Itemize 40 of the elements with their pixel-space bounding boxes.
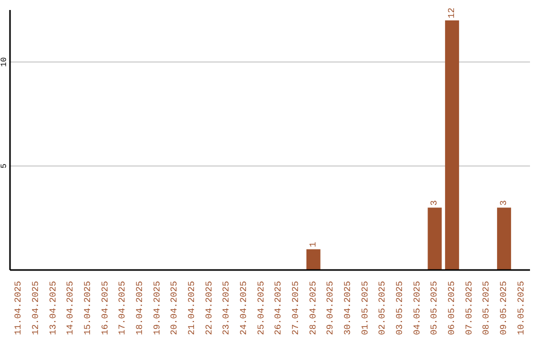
y-tick-label: 5 — [0, 163, 9, 168]
data-label: 12 — [447, 8, 458, 18]
x-tick-label: 07.05.2025 — [464, 281, 474, 336]
x-tick-label: 18.04.2025 — [135, 281, 145, 336]
x-tick-label: 24.04.2025 — [239, 281, 249, 336]
data-label: 3 — [430, 200, 440, 206]
bar — [445, 20, 460, 270]
x-tick-label: 06.05.2025 — [447, 281, 457, 336]
x-tick-label: 30.04.2025 — [343, 281, 353, 336]
y-tick-label: 10 — [0, 57, 9, 67]
x-tick-label: 17.04.2025 — [118, 281, 128, 336]
x-tick-label: 15.04.2025 — [83, 281, 93, 336]
x-tick-label: 12.04.2025 — [31, 281, 41, 336]
x-tick-label: 26.04.2025 — [274, 281, 284, 336]
x-tick-label: 05.05.2025 — [430, 281, 440, 336]
x-tick-label: 01.05.2025 — [360, 281, 370, 336]
x-tick-label: 25.04.2025 — [256, 281, 266, 336]
x-tick-label: 08.05.2025 — [482, 281, 492, 336]
x-tick-label: 16.04.2025 — [100, 281, 110, 336]
x-tick-label: 10.05.2025 — [516, 281, 526, 336]
x-tick-label: 14.04.2025 — [66, 281, 76, 336]
bar — [306, 249, 320, 270]
x-tick-label: 27.04.2025 — [291, 281, 301, 336]
x-tick-label: 23.04.2025 — [222, 281, 232, 336]
x-tick-label: 22.04.2025 — [204, 281, 214, 336]
bar — [497, 208, 512, 270]
data-label: 3 — [499, 200, 510, 206]
x-tick-label: 21.04.2025 — [187, 281, 197, 336]
x-tick-label: 11.04.2025 — [14, 281, 24, 336]
x-tick-label: 29.04.2025 — [326, 281, 336, 336]
x-tick-label: 13.04.2025 — [48, 281, 58, 336]
x-tick-label: 03.05.2025 — [395, 281, 405, 336]
x-tick-label: 28.04.2025 — [308, 281, 318, 336]
x-tick-label: 04.05.2025 — [412, 281, 422, 336]
x-tick-label: 20.04.2025 — [170, 281, 180, 336]
bar — [428, 208, 442, 270]
x-tick-label: 09.05.2025 — [499, 281, 509, 336]
x-tick-label: 19.04.2025 — [152, 281, 162, 336]
data-label: 1 — [308, 242, 318, 248]
x-tick-label: 02.05.2025 — [378, 281, 388, 336]
